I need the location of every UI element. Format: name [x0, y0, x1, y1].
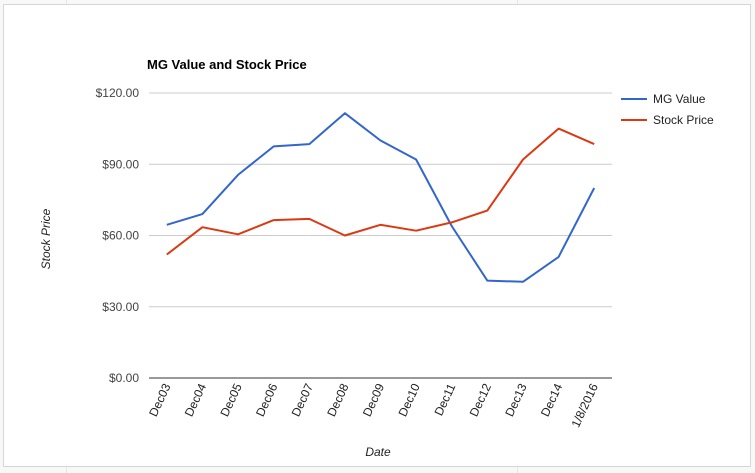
x-tick-label: Dec14 — [538, 381, 565, 419]
series-line-stock-price — [166, 127, 595, 256]
y-tick-label: $60.00 — [102, 229, 139, 243]
y-tick-label: $30.00 — [102, 300, 139, 314]
x-tick-label: Dec09 — [360, 381, 387, 419]
series-lines — [166, 112, 596, 283]
legend-label: MG Value — [653, 92, 706, 106]
y-axis-label: Stock Price — [39, 208, 53, 269]
chart-container[interactable]: MG Value and Stock Price $0.00 $30.00 $60.… — [3, 4, 751, 467]
x-tick-label: Dec03 — [146, 381, 173, 419]
x-axis-label: Date — [365, 445, 391, 459]
x-tick-label: Dec10 — [395, 381, 422, 419]
y-axis-tick-labels: $0.00 $30.00 $60.00 $90.00 $120.00 — [96, 86, 140, 385]
x-tick-label: Dec04 — [182, 381, 209, 419]
x-tick-label: Dec08 — [324, 381, 351, 419]
legend: MG Value Stock Price — [621, 92, 714, 127]
line-chart: MG Value and Stock Price $0.00 $30.00 $60.… — [39, 57, 714, 459]
x-tick-label: Dec06 — [253, 381, 280, 419]
x-axis-tick-labels: Dec03 Dec04 Dec05 Dec06 Dec07 Dec08 Dec09 Dec10… — [146, 381, 601, 430]
x-tick-label: Dec07 — [289, 381, 316, 419]
y-tick-label: $90.00 — [102, 157, 139, 171]
gridlines — [149, 92, 612, 379]
x-tick-label: Dec11 — [431, 381, 458, 418]
chart-title: MG Value and Stock Price — [147, 57, 307, 72]
series-line-mg-value — [166, 112, 596, 283]
x-tick-label: 1/8/2016 — [568, 381, 601, 430]
x-tick-label: Dec13 — [502, 381, 529, 419]
x-tick-label: Dec12 — [467, 381, 494, 419]
x-tick-label: Dec05 — [217, 381, 244, 419]
y-tick-label: $120.00 — [96, 86, 140, 100]
legend-label: Stock Price — [653, 113, 714, 127]
y-tick-label: $0.00 — [109, 371, 139, 385]
